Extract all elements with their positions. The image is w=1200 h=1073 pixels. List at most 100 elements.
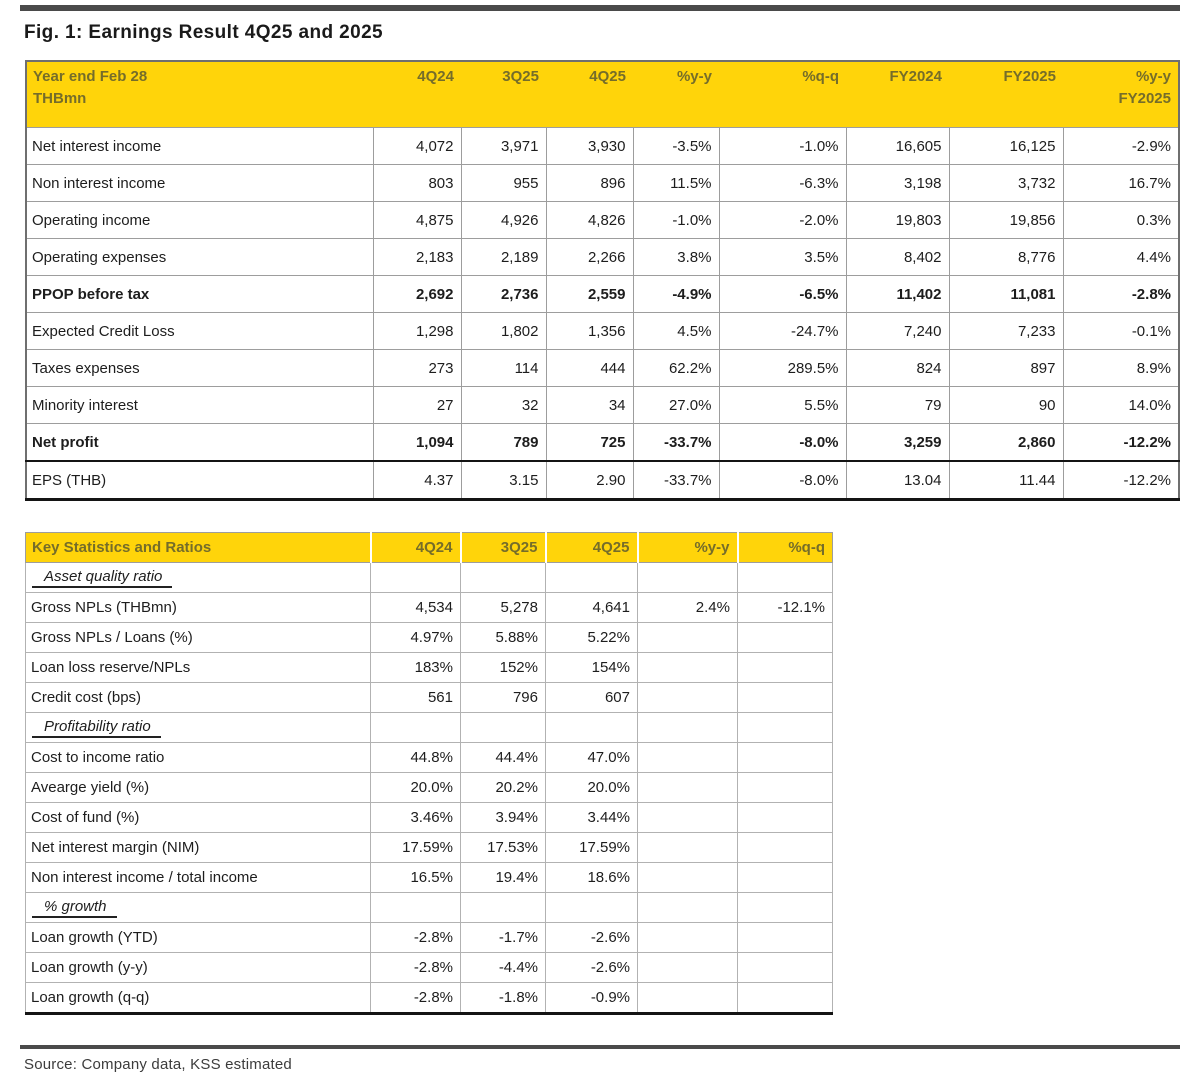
cell-value bbox=[460, 712, 546, 743]
cell-value bbox=[545, 712, 638, 743]
cell-value: 3.15 bbox=[460, 460, 547, 500]
cell-value: 3,732 bbox=[948, 164, 1064, 202]
row-label: Avearge yield (%) bbox=[25, 772, 371, 803]
cell-value: 273 bbox=[372, 349, 462, 387]
table-row: Loan growth (y-y) -2.8% -4.4% -2.6% bbox=[25, 952, 833, 983]
row-label: EPS (THB) bbox=[25, 460, 374, 500]
cell-value: 8.9% bbox=[1062, 349, 1180, 387]
cell-value: -1.8% bbox=[460, 982, 546, 1014]
column-header-qq: %q-q bbox=[719, 61, 846, 128]
cell-value bbox=[737, 802, 833, 833]
cell-value: -0.9% bbox=[545, 982, 638, 1014]
cell-value bbox=[637, 562, 738, 593]
cell-value: -2.9% bbox=[1062, 127, 1180, 165]
cell-value: 11,081 bbox=[948, 275, 1064, 313]
cell-value: 4.37 bbox=[372, 460, 462, 500]
row-label: PPOP before tax bbox=[25, 275, 374, 313]
cell-value: -8.0% bbox=[718, 423, 847, 462]
key-stats-header-row: Key Statistics and Ratios 4Q24 3Q25 4Q25… bbox=[25, 532, 833, 563]
cell-value bbox=[737, 682, 833, 713]
cell-value: 2,559 bbox=[545, 275, 634, 313]
cell-value: 5,278 bbox=[460, 592, 546, 623]
cell-value: -12.2% bbox=[1062, 460, 1180, 500]
header-line-fy2025: FY2025 bbox=[1118, 90, 1171, 107]
column-header-yearend: Year end Feb 28 THBmn bbox=[26, 61, 373, 128]
cell-value: 16,605 bbox=[845, 127, 950, 165]
cell-value bbox=[637, 922, 738, 953]
cell-value: -6.5% bbox=[718, 275, 847, 313]
cell-value: -2.8% bbox=[370, 922, 461, 953]
column-header-3q25: 3Q25 bbox=[459, 532, 546, 563]
cell-value: -2.0% bbox=[718, 201, 847, 239]
cell-value bbox=[370, 712, 461, 743]
cell-value: -4.9% bbox=[632, 275, 720, 313]
row-label: Gross NPLs (THBmn) bbox=[25, 592, 371, 623]
cell-value: -1.0% bbox=[632, 201, 720, 239]
row-label: Taxes expenses bbox=[25, 349, 374, 387]
cell-value: 11,402 bbox=[845, 275, 950, 313]
row-label: Minority interest bbox=[25, 386, 374, 424]
cell-value bbox=[737, 562, 833, 593]
table-row: Taxes expenses 273 114 444 62.2% 289.5% 824 897… bbox=[25, 349, 1180, 387]
cell-value: 4,826 bbox=[545, 201, 634, 239]
cell-value: -2.6% bbox=[545, 922, 638, 953]
cell-value: -4.4% bbox=[460, 952, 546, 983]
column-header-keystats: Key Statistics and Ratios bbox=[25, 532, 371, 563]
table-row: Avearge yield (%) 20.0% 20.2% 20.0% bbox=[25, 772, 833, 803]
cell-value: 79 bbox=[845, 386, 950, 424]
earnings-table: Year end Feb 28 THBmn 4Q24 3Q25 4Q25 %y-… bbox=[25, 60, 1180, 501]
cell-value bbox=[637, 832, 738, 863]
cell-value bbox=[460, 562, 546, 593]
cell-value: 114 bbox=[460, 349, 547, 387]
cell-value: 4.5% bbox=[632, 312, 720, 350]
table-row: Cost to income ratio 44.8% 44.4% 47.0% bbox=[25, 742, 833, 773]
cell-value bbox=[737, 742, 833, 773]
cell-value: -2.8% bbox=[370, 982, 461, 1014]
cell-value: 2,692 bbox=[372, 275, 462, 313]
cell-value: -24.7% bbox=[718, 312, 847, 350]
cell-value: 796 bbox=[460, 682, 546, 713]
column-header-fy2024: FY2024 bbox=[846, 61, 949, 128]
cell-value: 13.04 bbox=[845, 460, 950, 500]
cell-value: 444 bbox=[545, 349, 634, 387]
row-label: Loan growth (y-y) bbox=[25, 952, 371, 983]
cell-value: 4,641 bbox=[545, 592, 638, 623]
cell-value: 897 bbox=[948, 349, 1064, 387]
cell-value bbox=[370, 892, 461, 923]
section-label: % growth bbox=[25, 892, 371, 923]
cell-value: 7,240 bbox=[845, 312, 950, 350]
section-label: Profitability ratio bbox=[25, 712, 371, 743]
cell-value: 3.46% bbox=[370, 802, 461, 833]
cell-value: 17.59% bbox=[370, 832, 461, 863]
table-row: Cost of fund (%) 3.46% 3.94% 3.44% bbox=[25, 802, 833, 833]
cell-value: 725 bbox=[545, 423, 634, 462]
cell-value: 4.4% bbox=[1062, 238, 1180, 276]
header-line-yearend: Year end Feb 28 bbox=[33, 68, 148, 85]
cell-value: -2.8% bbox=[1062, 275, 1180, 313]
cell-value: 3,971 bbox=[460, 127, 547, 165]
cell-value: 20.2% bbox=[460, 772, 546, 803]
cell-value bbox=[637, 772, 738, 803]
cell-value: -33.7% bbox=[632, 460, 720, 500]
cell-value: 8,776 bbox=[948, 238, 1064, 276]
row-label: Credit cost (bps) bbox=[25, 682, 371, 713]
cell-value: 34 bbox=[545, 386, 634, 424]
table-row: Minority interest 27 32 34 27.0% 5.5% 79 90 14.0… bbox=[25, 386, 1180, 424]
cell-value: 3.94% bbox=[460, 802, 546, 833]
cell-value: -33.7% bbox=[632, 423, 720, 462]
table-row: Expected Credit Loss 1,298 1,802 1,356 4.5% -… bbox=[25, 312, 1180, 350]
cell-value: 11.44 bbox=[948, 460, 1064, 500]
cell-value bbox=[737, 952, 833, 983]
cell-value: 2,736 bbox=[460, 275, 547, 313]
cell-value: 3.44% bbox=[545, 802, 638, 833]
cell-value: 4,534 bbox=[370, 592, 461, 623]
cell-value bbox=[460, 892, 546, 923]
figure-title: Fig. 1: Earnings Result 4Q25 and 2025 bbox=[24, 22, 384, 43]
cell-value: 44.8% bbox=[370, 742, 461, 773]
column-header-fy2025: FY2025 bbox=[949, 61, 1063, 128]
cell-value: 1,802 bbox=[460, 312, 547, 350]
cell-value: 4,072 bbox=[372, 127, 462, 165]
row-label: Operating expenses bbox=[25, 238, 374, 276]
cell-value: 62.2% bbox=[632, 349, 720, 387]
cell-value: 4,875 bbox=[372, 201, 462, 239]
